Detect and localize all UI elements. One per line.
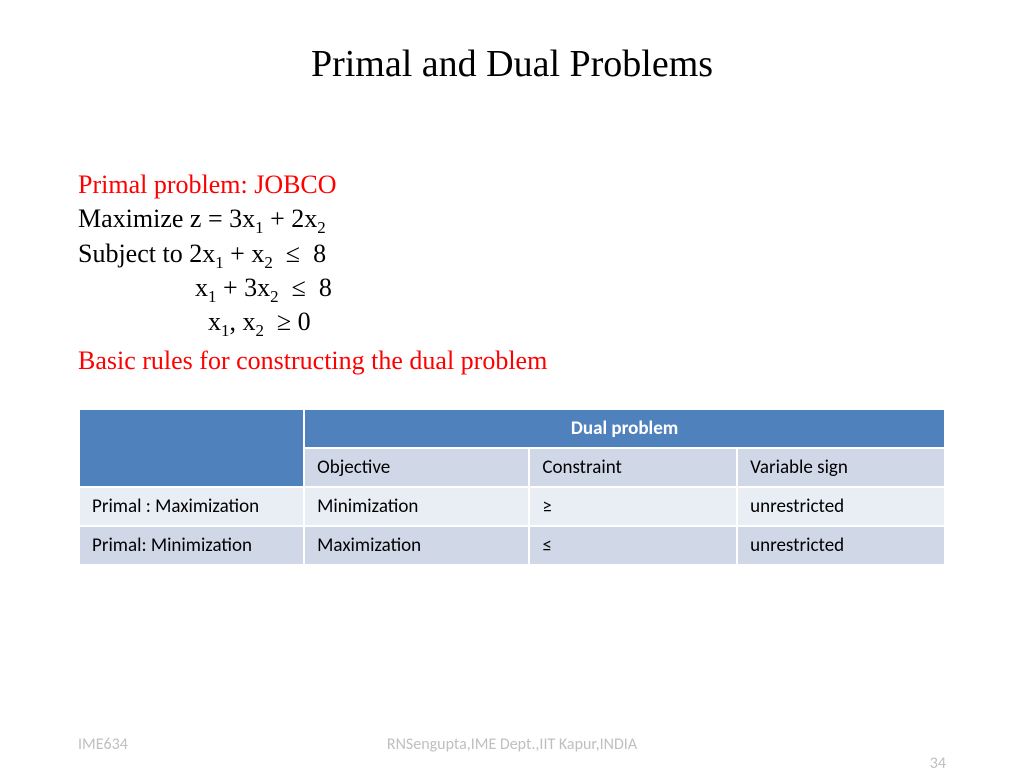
sub1b: 1: [215, 253, 223, 272]
c3-a: x: [78, 307, 221, 336]
row1-obj: Maximization: [304, 526, 529, 565]
constraint-1: Subject to 2x1 + x2 ≤ 8: [78, 237, 946, 271]
sub2d: 2: [255, 321, 263, 340]
c1-b: + x: [224, 239, 265, 268]
c1-c: ≤ 8: [273, 239, 326, 268]
header-varsign: Variable sign: [737, 448, 945, 487]
objective-line: Maximize z = 3x1 + 2x2: [78, 202, 946, 236]
sub2b: 2: [264, 253, 272, 272]
slide-body: Primal problem: JOBCO Maximize z = 3x1 +…: [0, 168, 1024, 378]
row1-con: ≤: [529, 526, 737, 565]
row0-label: Primal : Maximization: [79, 487, 304, 526]
c3-b: , x: [229, 307, 255, 336]
c1-a: Subject to 2x: [78, 239, 215, 268]
header-constraint: Constraint: [529, 448, 737, 487]
header-blank: [79, 409, 304, 487]
rules-heading: Basic rules for constructing the dual pr…: [78, 344, 946, 378]
c2-a: x: [78, 273, 208, 302]
footer-center: RNSengupta,IME Dept.,IIT Kapur,INDIA: [0, 735, 1024, 754]
slide-title: Primal and Dual Problems: [0, 0, 1024, 86]
sub2: 2: [317, 219, 325, 238]
constraint-2: x1 + 3x2 ≤ 8: [78, 271, 946, 305]
obj-part2: + 2x: [264, 204, 318, 233]
c3-c: ≥ 0: [264, 307, 311, 336]
footer: IME634 RNSengupta,IME Dept.,IIT Kapur,IN…: [0, 735, 1024, 754]
table-header-row-1: Dual problem: [79, 409, 945, 448]
table-row: Primal: Minimization Maximization ≤ unre…: [79, 526, 945, 565]
obj-part1: Maximize z = 3x: [78, 204, 255, 233]
footer-right: 34: [930, 754, 946, 773]
rules-table: Dual problem Objective Constraint Variab…: [78, 408, 946, 566]
c2-c: ≤ 8: [279, 273, 332, 302]
row0-obj: Minimization: [304, 487, 529, 526]
header-dual: Dual problem: [304, 409, 945, 448]
row1-label: Primal: Minimization: [79, 526, 304, 565]
footer-left: IME634: [78, 735, 128, 754]
table-row: Primal : Maximization Minimization ≥ unr…: [79, 487, 945, 526]
sub2c: 2: [270, 287, 278, 306]
row1-var: unrestricted: [737, 526, 945, 565]
rules-table-wrap: Dual problem Objective Constraint Variab…: [0, 408, 1024, 566]
sub1: 1: [255, 219, 263, 238]
row0-var: unrestricted: [737, 487, 945, 526]
c2-b: + 3x: [216, 273, 270, 302]
row0-con: ≥: [529, 487, 737, 526]
primal-heading: Primal problem: JOBCO: [78, 168, 946, 202]
constraint-3: x1, x2 ≥ 0: [78, 305, 946, 339]
header-objective: Objective: [304, 448, 529, 487]
